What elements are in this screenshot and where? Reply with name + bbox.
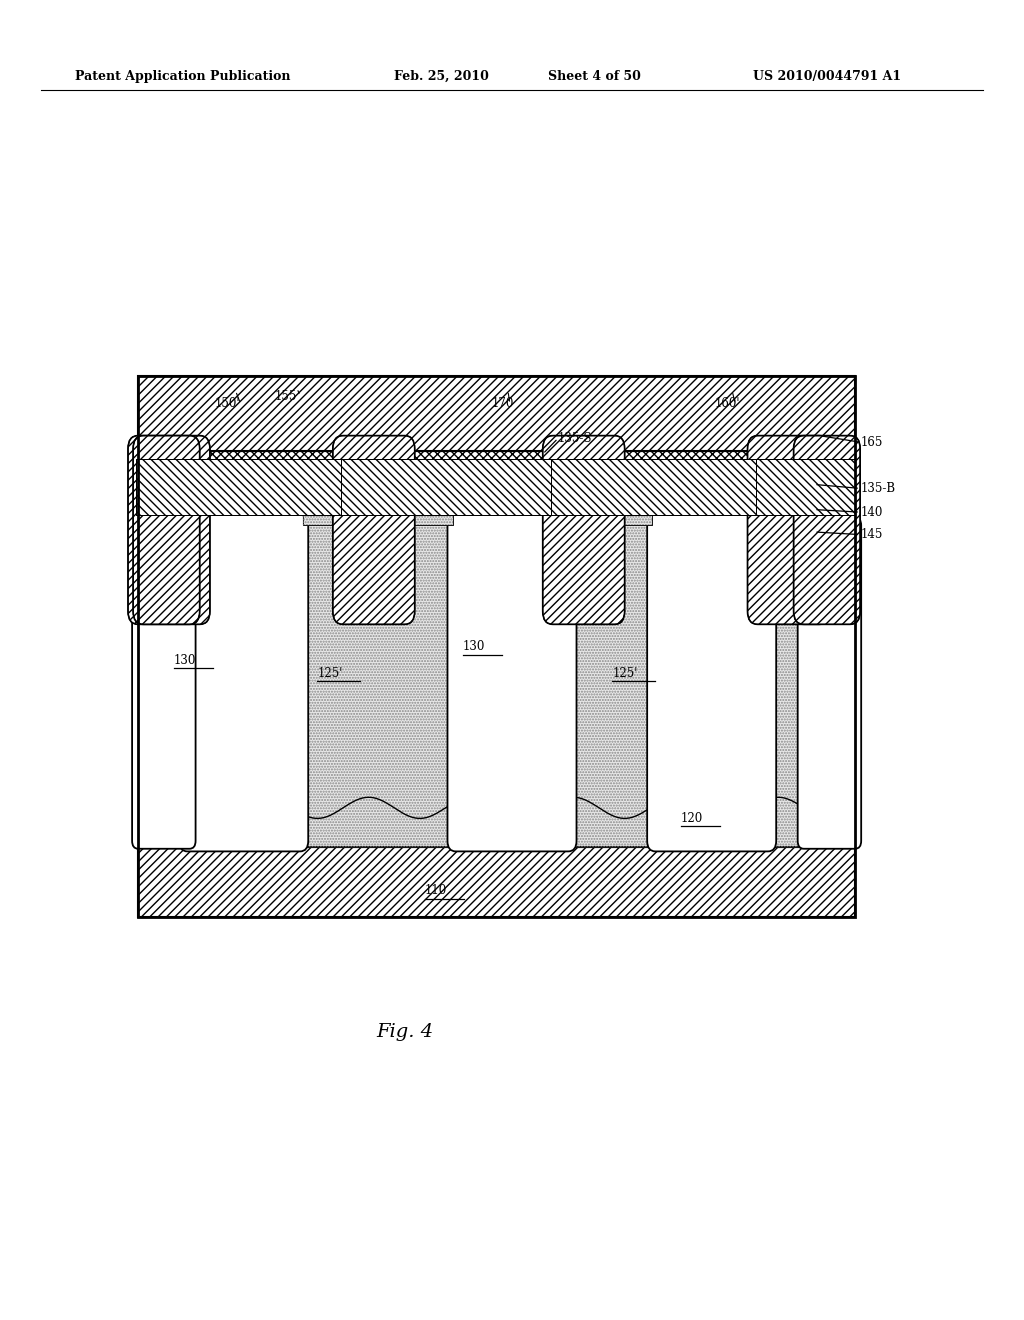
Text: 125': 125' — [317, 667, 343, 680]
Text: US 2010/0044791 A1: US 2010/0044791 A1 — [753, 70, 901, 83]
Bar — [341, 459, 616, 515]
Text: 110: 110 — [425, 884, 447, 898]
FancyBboxPatch shape — [132, 517, 196, 849]
Bar — [136, 459, 407, 515]
Bar — [138, 847, 855, 917]
FancyBboxPatch shape — [179, 515, 308, 851]
Bar — [571, 510, 652, 525]
Bar — [303, 510, 453, 525]
Bar — [571, 510, 652, 525]
Bar — [138, 376, 855, 917]
Text: 165: 165 — [860, 436, 883, 449]
Text: 135-S: 135-S — [558, 432, 593, 445]
Bar — [551, 459, 821, 515]
Text: 135-B: 135-B — [860, 482, 895, 495]
FancyBboxPatch shape — [543, 436, 625, 624]
Text: Feb. 25, 2010: Feb. 25, 2010 — [394, 70, 489, 83]
Bar — [138, 512, 855, 847]
Text: 140: 140 — [860, 506, 883, 519]
Bar — [756, 459, 855, 515]
Bar — [771, 510, 801, 525]
Text: 130: 130 — [463, 640, 485, 653]
FancyBboxPatch shape — [128, 436, 210, 624]
Bar — [771, 510, 801, 525]
FancyBboxPatch shape — [794, 436, 860, 624]
Bar — [141, 459, 202, 515]
Bar — [136, 459, 407, 515]
Text: Sheet 4 of 50: Sheet 4 of 50 — [548, 70, 641, 83]
FancyBboxPatch shape — [447, 515, 577, 851]
Text: 170: 170 — [492, 397, 514, 411]
Bar — [138, 376, 855, 451]
Bar — [303, 510, 453, 525]
Bar — [138, 451, 855, 494]
Bar — [756, 459, 855, 515]
Bar — [141, 459, 202, 515]
Text: Fig. 4: Fig. 4 — [376, 1023, 433, 1041]
Text: 130: 130 — [174, 653, 197, 667]
Text: 160': 160' — [715, 397, 740, 411]
Text: 120: 120 — [681, 812, 703, 825]
Bar — [138, 847, 855, 917]
Bar — [138, 376, 855, 451]
FancyBboxPatch shape — [647, 515, 776, 851]
FancyBboxPatch shape — [798, 517, 861, 849]
FancyBboxPatch shape — [748, 436, 829, 624]
FancyBboxPatch shape — [333, 436, 415, 624]
Text: 125': 125' — [612, 667, 638, 680]
Bar — [138, 451, 855, 494]
Bar — [138, 512, 855, 847]
Text: Patent Application Publication: Patent Application Publication — [75, 70, 290, 83]
Text: 145: 145 — [860, 528, 883, 541]
Bar — [341, 459, 616, 515]
Text: 150': 150' — [215, 397, 241, 411]
Bar — [551, 459, 821, 515]
Text: 155: 155 — [274, 389, 297, 403]
Bar — [138, 494, 855, 512]
FancyBboxPatch shape — [133, 436, 200, 624]
